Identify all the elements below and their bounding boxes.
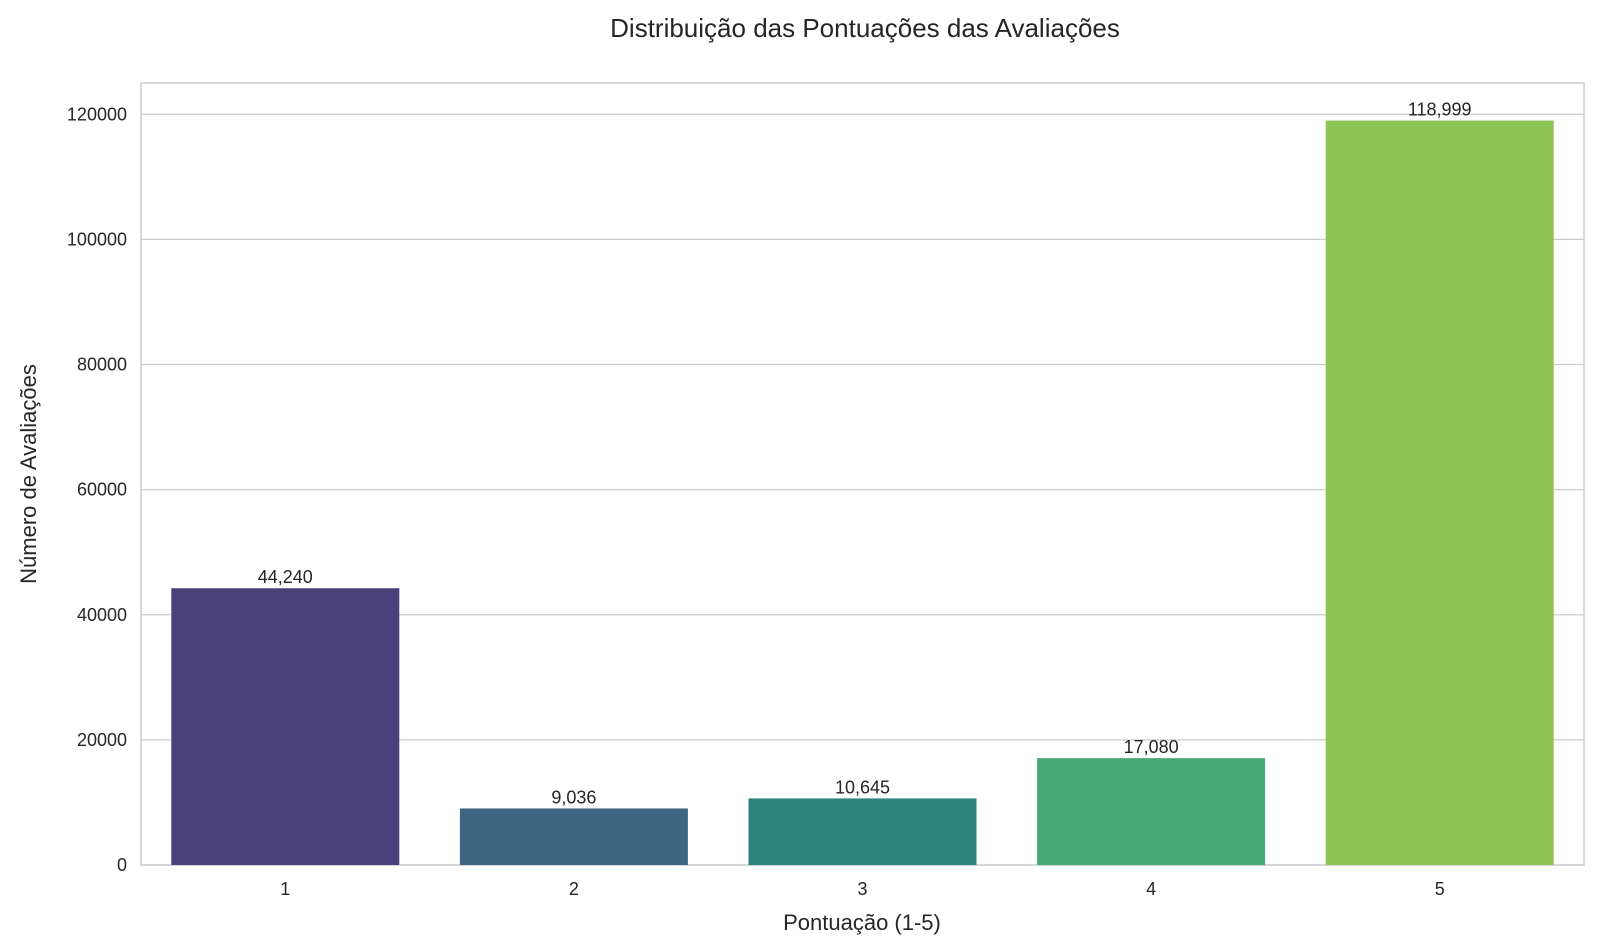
- data-label: 17,080: [1124, 737, 1179, 757]
- x-tick-label: 2: [569, 879, 579, 899]
- y-axis-ticks: 0 20000 40000 60000 80000 100000 120000: [67, 104, 127, 875]
- bar-5: [1325, 120, 1554, 866]
- bar-1: [171, 588, 400, 865]
- y-tick-label: 40000: [77, 605, 127, 625]
- x-tick-label: 1: [280, 879, 290, 899]
- bar-2: [459, 808, 688, 865]
- x-tick-label: 5: [1435, 879, 1445, 899]
- y-tick-label: 0: [117, 855, 127, 875]
- data-label: 10,645: [835, 777, 890, 797]
- x-axis-label: Pontuação (1-5): [783, 910, 941, 935]
- x-axis-ticks: 1 2 3 4 5: [280, 879, 1444, 899]
- bar-3: [748, 798, 977, 865]
- y-tick-label: 80000: [77, 355, 127, 375]
- y-tick-label: 120000: [67, 104, 127, 124]
- y-tick-label: 60000: [77, 480, 127, 500]
- bars: [171, 120, 1554, 866]
- x-tick-label: 3: [857, 879, 867, 899]
- x-tick-label: 4: [1146, 879, 1156, 899]
- bar-4: [1037, 758, 1266, 865]
- data-labels: 44,240 9,036 10,645 17,080 118,999: [258, 100, 1472, 808]
- data-label: 9,036: [551, 787, 596, 807]
- data-label: 118,999: [1408, 100, 1472, 120]
- y-tick-label: 20000: [77, 730, 127, 750]
- y-tick-label: 100000: [67, 229, 127, 249]
- y-axis-label: Número de Avaliações: [16, 364, 41, 584]
- chart-title: Distribuição das Pontuações das Avaliaçõ…: [610, 13, 1120, 43]
- data-label: 44,240: [258, 567, 313, 587]
